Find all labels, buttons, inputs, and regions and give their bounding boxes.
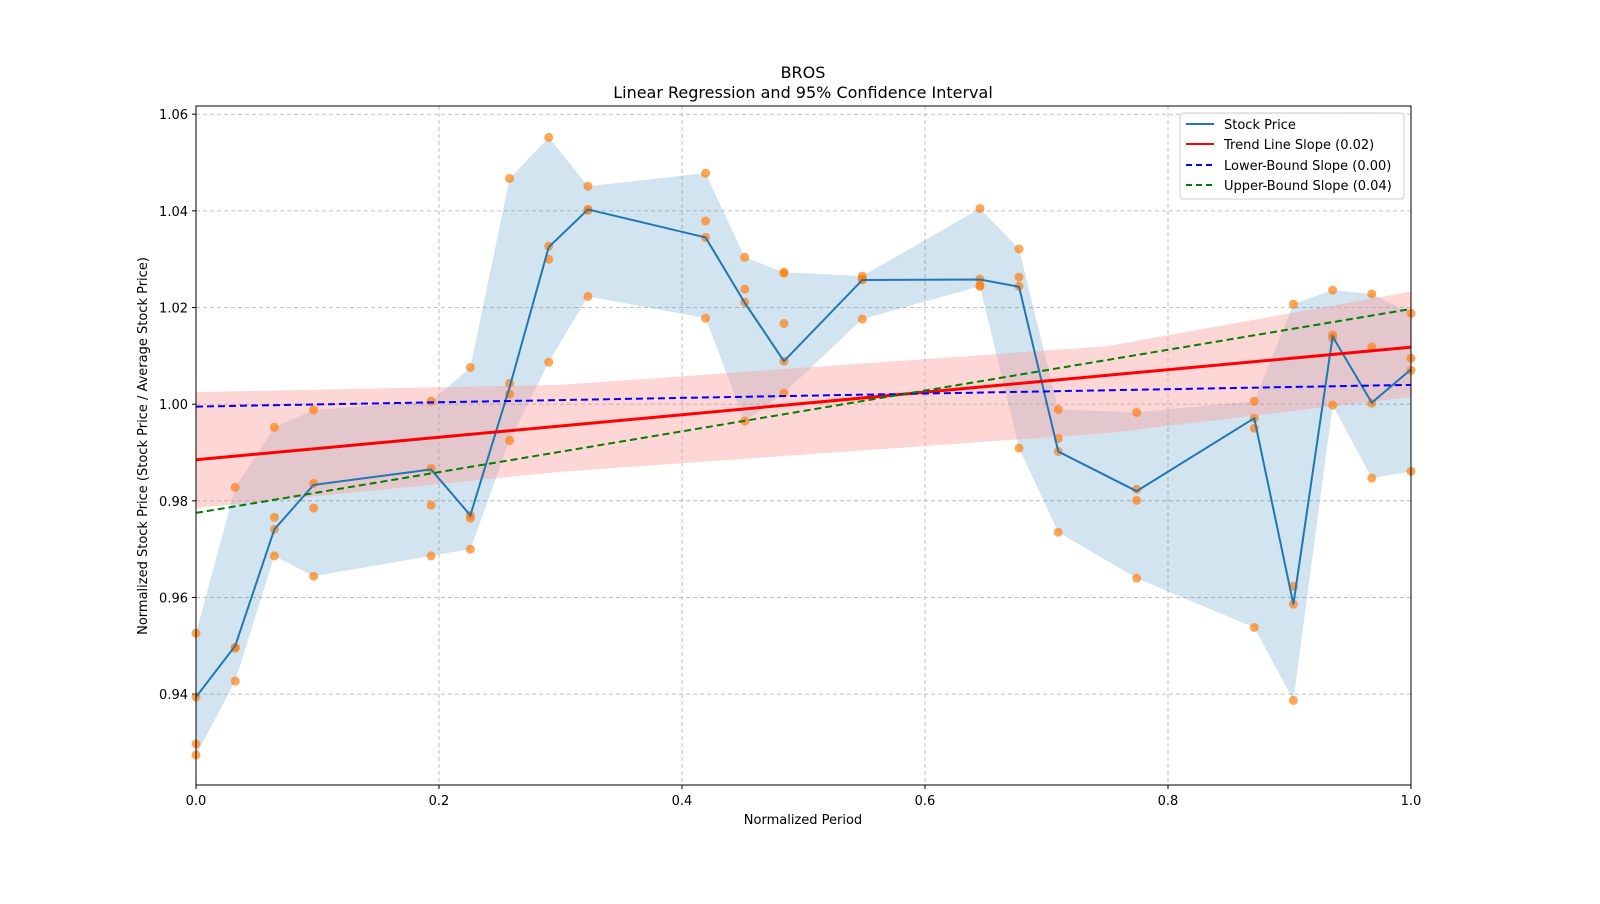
x-tick-label: 0.0: [186, 794, 207, 809]
scatter-point: [701, 168, 711, 178]
y-tick-label: 0.96: [159, 591, 188, 606]
scatter-point: [309, 405, 319, 415]
x-tick-label: 0.4: [672, 794, 693, 809]
lower-bound-line: [195, 383, 1412, 408]
legend-label-upper: Upper-Bound Slope (0.04): [1224, 179, 1392, 194]
scatter-point: [505, 173, 515, 183]
scatter-point: [701, 216, 711, 226]
y-tick-label: 1.06: [159, 108, 188, 123]
scatter-point: [309, 571, 319, 581]
plot-frame: [195, 105, 1412, 786]
scatter-point: [583, 181, 593, 191]
y-axis-label: Normalized Stock Price (Stock Price / Av…: [136, 257, 151, 635]
scatter-point: [1328, 400, 1338, 410]
scatter-point: [269, 512, 279, 522]
scatter-point: [1132, 407, 1142, 417]
y-tick-label: 1.00: [159, 398, 188, 413]
confidence-interval-band: [196, 291, 1411, 509]
y-tick-label: 1.04: [159, 205, 188, 220]
scatter-point: [1014, 443, 1024, 453]
scatter-point: [701, 313, 711, 323]
x-tick-label: 1.0: [1401, 794, 1422, 809]
y-tick-label: 0.94: [159, 688, 188, 703]
scatter-point: [1367, 473, 1377, 483]
chart-title: BROS: [781, 63, 826, 82]
x-axis-label: Normalized Period: [744, 813, 862, 828]
scatter-point: [1132, 495, 1142, 505]
scatter-point: [426, 551, 436, 561]
scatter-point: [465, 362, 475, 372]
scatter-point: [426, 500, 436, 510]
axis-ticks: 0.0 0.2 0.4 0.6 0.8 1.0 0.94 0.96 0.98 1.00 1.02 1.…: [159, 108, 1421, 809]
y-tick-label: 1.02: [159, 302, 188, 317]
scatter-point: [1249, 396, 1259, 406]
scatter-point: [583, 291, 593, 301]
scatter-point: [1014, 272, 1024, 282]
scatter-point: [544, 132, 554, 142]
y-tick-label: 0.98: [159, 495, 188, 510]
scatter-point: [1132, 573, 1142, 583]
scatter-point: [975, 281, 985, 291]
scatter-point: [426, 396, 436, 406]
scatter-point: [1288, 299, 1298, 309]
scatter-point: [1367, 289, 1377, 299]
scatter-point: [230, 482, 240, 492]
scatter-point: [309, 503, 319, 513]
scatter-point: [1328, 285, 1338, 295]
scatter-point: [505, 435, 515, 445]
scatter-point: [779, 268, 789, 278]
upper-bound-line: [195, 307, 1412, 514]
scatter-point: [1053, 527, 1063, 537]
legend-label-lower: Lower-Bound Slope (0.00): [1224, 159, 1391, 174]
plot-area: [191, 132, 1416, 760]
scatter-point: [740, 284, 750, 294]
legend-box: [1179, 112, 1405, 200]
price-range-band: [196, 137, 1411, 756]
x-tick-label: 0.6: [915, 794, 936, 809]
scatter-point: [230, 643, 240, 653]
stock-price-line: [195, 208, 1412, 698]
x-tick-label: 0.2: [429, 794, 450, 809]
scatter-point: [269, 422, 279, 432]
scatter-point: [1053, 404, 1063, 414]
scatter-point: [309, 478, 319, 488]
scatter-point: [544, 357, 554, 367]
scatter-point: [1132, 484, 1142, 494]
scatter-point: [1249, 622, 1259, 632]
legend-label-stock-price: Stock Price: [1224, 118, 1296, 133]
scatter-point: [740, 252, 750, 262]
trend-line: [195, 345, 1412, 462]
legend-label-trend: Trend Line Slope (0.02): [1223, 138, 1374, 153]
scatter-point: [857, 314, 867, 324]
scatter-point: [230, 676, 240, 686]
scatter-point: [465, 513, 475, 523]
scatter-point: [269, 551, 279, 561]
x-tick-label: 0.8: [1158, 794, 1179, 809]
chart-subtitle: Linear Regression and 95% Confidence Int…: [613, 83, 993, 102]
scatter-point: [465, 544, 475, 554]
legend: Stock Price Trend Line Slope (0.02) Lowe…: [1179, 112, 1405, 200]
scatter-point: [1014, 244, 1024, 254]
scatter-point: [779, 318, 789, 328]
scatter-point: [1288, 695, 1298, 705]
scatter-point: [975, 203, 985, 213]
